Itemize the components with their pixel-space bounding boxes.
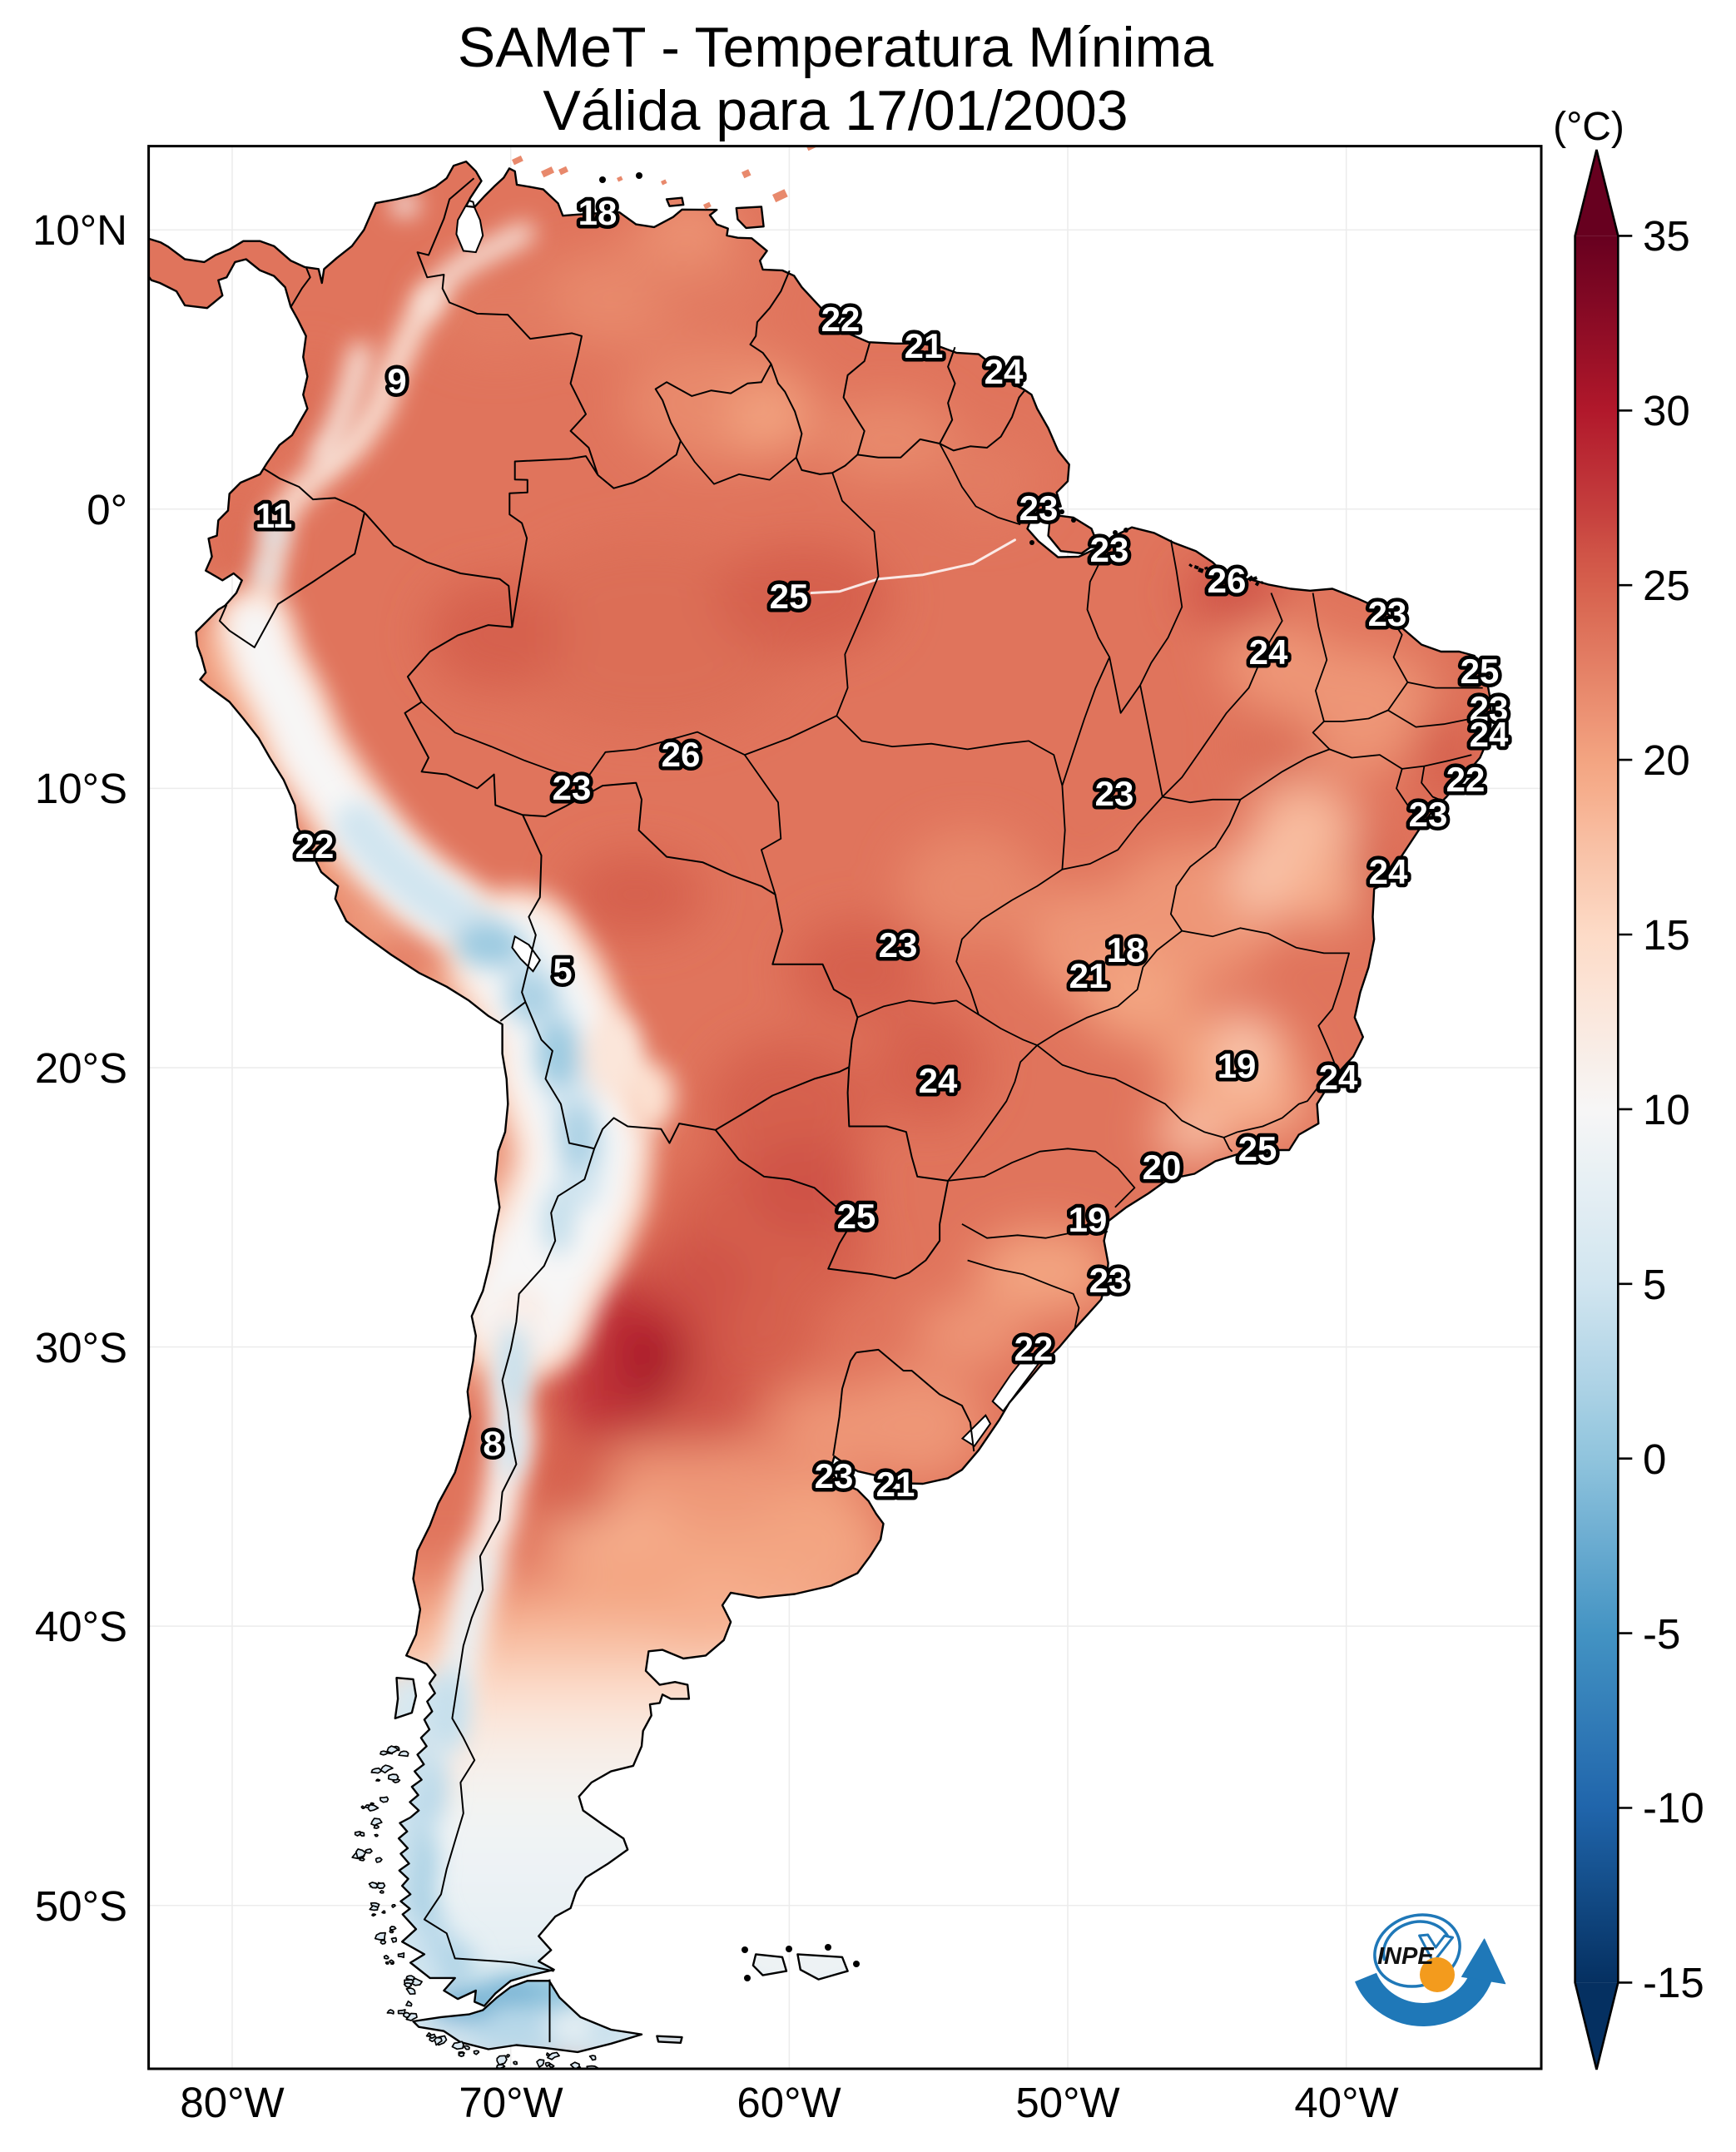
svg-text:25: 25 xyxy=(1238,1129,1277,1168)
svg-text:21: 21 xyxy=(876,1465,915,1504)
svg-text:INPE: INPE xyxy=(1377,1943,1435,1970)
svg-text:21: 21 xyxy=(905,326,944,365)
svg-text:18: 18 xyxy=(578,193,618,232)
svg-text:24: 24 xyxy=(1369,852,1408,891)
svg-text:20: 20 xyxy=(1143,1148,1182,1187)
svg-text:-5: -5 xyxy=(1643,1610,1680,1658)
svg-text:(°C): (°C) xyxy=(1553,105,1624,149)
svg-text:8: 8 xyxy=(483,1424,502,1463)
svg-text:20: 20 xyxy=(1643,736,1690,784)
svg-text:23: 23 xyxy=(815,1456,854,1495)
svg-text:15: 15 xyxy=(1643,911,1690,959)
svg-text:22: 22 xyxy=(295,826,335,865)
svg-text:SAMeT - Temperatura Mínima: SAMeT - Temperatura Mínima xyxy=(458,16,1213,79)
svg-text:21: 21 xyxy=(1069,956,1109,995)
svg-text:50°S: 50°S xyxy=(35,1882,127,1930)
svg-text:20°S: 20°S xyxy=(35,1044,127,1092)
svg-text:23: 23 xyxy=(1089,1261,1128,1300)
svg-text:30°S: 30°S xyxy=(35,1324,127,1371)
svg-text:40°W: 40°W xyxy=(1294,2079,1398,2126)
svg-text:60°W: 60°W xyxy=(737,2079,841,2126)
svg-text:23: 23 xyxy=(1368,594,1407,633)
svg-text:25: 25 xyxy=(1643,562,1690,609)
svg-text:5: 5 xyxy=(1643,1261,1666,1308)
svg-text:18: 18 xyxy=(1107,930,1146,969)
svg-text:-10: -10 xyxy=(1643,1784,1704,1832)
svg-text:23: 23 xyxy=(1095,774,1134,813)
svg-text:23: 23 xyxy=(1019,488,1059,528)
svg-text:24: 24 xyxy=(919,1061,958,1100)
svg-text:26: 26 xyxy=(1208,561,1247,600)
svg-text:9: 9 xyxy=(387,361,406,400)
svg-text:10°S: 10°S xyxy=(35,765,127,812)
svg-text:35: 35 xyxy=(1643,212,1690,260)
svg-text:-15: -15 xyxy=(1643,1959,1704,2006)
svg-text:25: 25 xyxy=(770,577,809,616)
svg-text:19: 19 xyxy=(1218,1046,1257,1085)
svg-text:22: 22 xyxy=(821,300,861,339)
svg-text:50°W: 50°W xyxy=(1015,2079,1119,2126)
svg-text:24: 24 xyxy=(985,352,1024,391)
svg-text:10: 10 xyxy=(1643,1086,1690,1133)
svg-text:10°N: 10°N xyxy=(32,206,127,254)
svg-text:Válida para 17/01/2003: Válida para 17/01/2003 xyxy=(543,79,1128,142)
svg-text:24: 24 xyxy=(1249,632,1288,672)
svg-text:25: 25 xyxy=(837,1197,876,1236)
svg-text:22: 22 xyxy=(1446,760,1486,799)
svg-text:24: 24 xyxy=(1470,715,1509,754)
svg-text:0: 0 xyxy=(1643,1435,1666,1483)
svg-text:22: 22 xyxy=(1014,1329,1054,1368)
svg-text:23: 23 xyxy=(553,768,592,807)
svg-text:23: 23 xyxy=(879,925,918,964)
svg-text:5: 5 xyxy=(553,951,572,990)
svg-text:23: 23 xyxy=(1470,689,1509,728)
svg-text:26: 26 xyxy=(662,735,701,774)
svg-text:24: 24 xyxy=(1319,1058,1358,1097)
svg-text:0°: 0° xyxy=(87,486,127,533)
svg-text:23: 23 xyxy=(1409,795,1448,834)
svg-text:30: 30 xyxy=(1643,387,1690,434)
svg-text:25: 25 xyxy=(1461,652,1500,691)
svg-text:40°S: 40°S xyxy=(35,1603,127,1650)
svg-text:23: 23 xyxy=(1090,530,1129,569)
svg-text:70°W: 70°W xyxy=(459,2079,563,2126)
svg-text:11: 11 xyxy=(255,496,292,535)
svg-text:80°W: 80°W xyxy=(180,2079,284,2126)
svg-text:19: 19 xyxy=(1069,1200,1108,1239)
